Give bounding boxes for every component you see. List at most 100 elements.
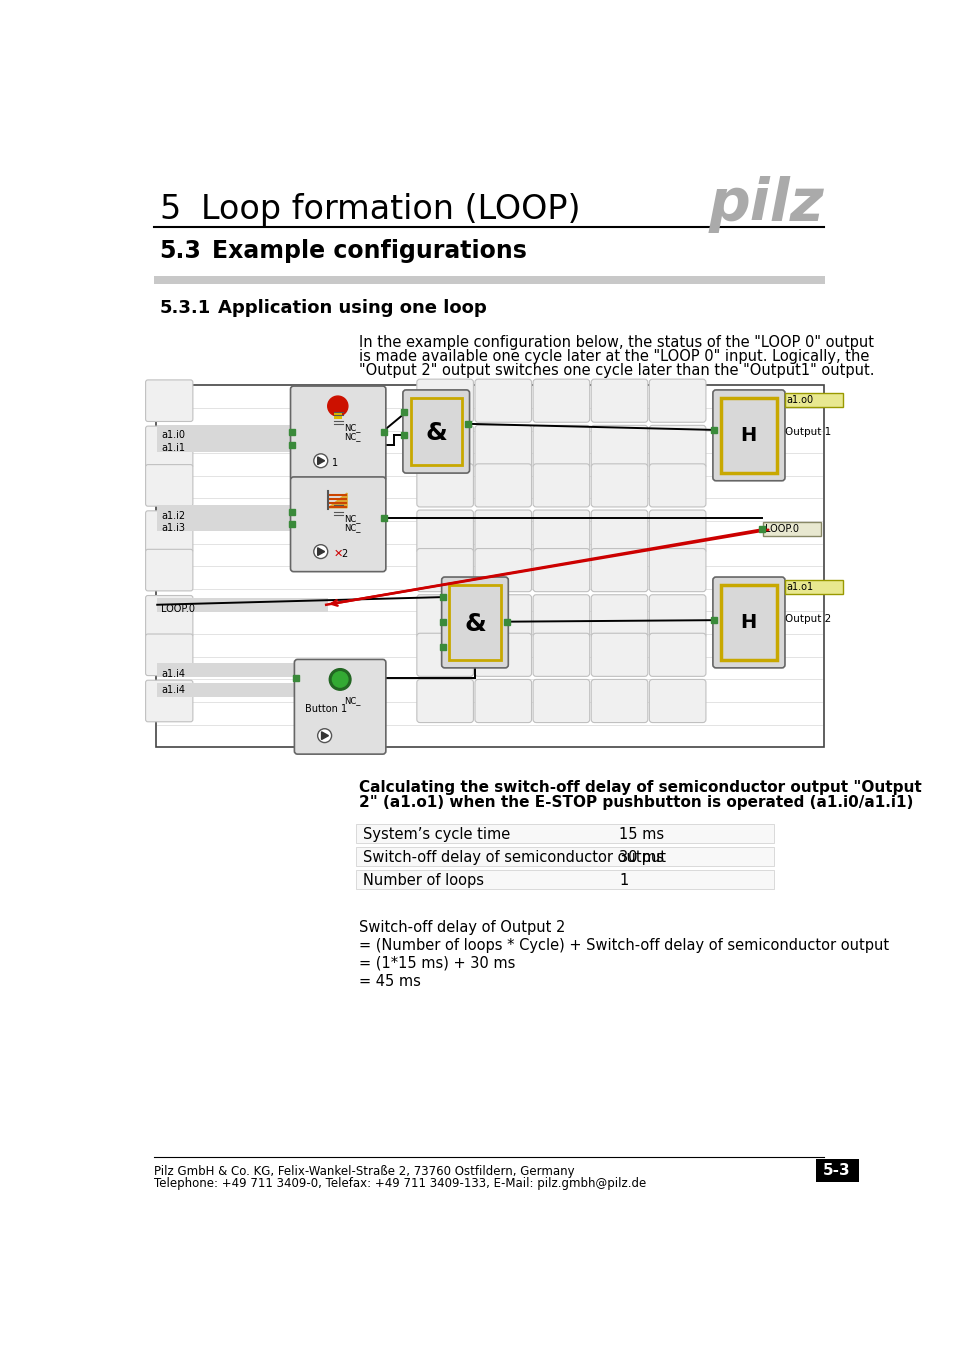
FancyBboxPatch shape <box>649 464 705 508</box>
FancyBboxPatch shape <box>416 633 473 676</box>
Text: a1.i4: a1.i4 <box>161 686 185 695</box>
Bar <box>815 1160 858 1183</box>
Text: Example configurations: Example configurations <box>212 239 527 262</box>
FancyBboxPatch shape <box>591 425 647 468</box>
Text: System’s cycle time: System’s cycle time <box>363 826 510 841</box>
Circle shape <box>329 668 351 690</box>
FancyBboxPatch shape <box>416 379 473 423</box>
Text: Switch-off delay of Output 2: Switch-off delay of Output 2 <box>359 921 565 936</box>
FancyBboxPatch shape <box>712 576 784 668</box>
FancyBboxPatch shape <box>146 549 193 591</box>
Text: Application using one loop: Application using one loop <box>218 300 487 317</box>
Text: 2: 2 <box>340 549 347 559</box>
FancyBboxPatch shape <box>533 464 589 508</box>
Text: H: H <box>740 425 756 446</box>
Bar <box>355 871 773 888</box>
FancyBboxPatch shape <box>591 679 647 722</box>
Text: 30 ms: 30 ms <box>618 849 663 865</box>
Text: Telephone: +49 711 3409-0, Telefax: +49 711 3409-133, E-Mail: pilz.gmbh@pilz.de: Telephone: +49 711 3409-0, Telefax: +49 … <box>154 1177 646 1189</box>
Text: a1.o0: a1.o0 <box>785 396 813 405</box>
Text: pilz: pilz <box>708 176 823 232</box>
Text: NC_: NC_ <box>344 697 360 706</box>
Circle shape <box>332 672 348 687</box>
FancyBboxPatch shape <box>712 390 784 481</box>
Text: a1.o1: a1.o1 <box>785 582 813 593</box>
FancyBboxPatch shape <box>402 390 469 472</box>
Text: a1.i1: a1.i1 <box>161 443 185 454</box>
FancyBboxPatch shape <box>416 679 473 722</box>
Text: LOOP.0: LOOP.0 <box>764 524 798 535</box>
Text: H: H <box>740 613 756 632</box>
Bar <box>157 598 328 612</box>
Text: a1.i2: a1.i2 <box>161 512 185 521</box>
FancyBboxPatch shape <box>475 548 531 591</box>
Text: Output 2: Output 2 <box>784 614 830 624</box>
Text: In the example configuration below, the status of the "LOOP 0" output: In the example configuration below, the … <box>359 335 874 350</box>
Text: NC_: NC_ <box>344 514 360 522</box>
FancyBboxPatch shape <box>591 464 647 508</box>
FancyBboxPatch shape <box>146 634 193 675</box>
Bar <box>784 393 842 406</box>
Bar <box>157 424 328 439</box>
FancyBboxPatch shape <box>649 679 705 722</box>
Polygon shape <box>321 732 328 740</box>
Bar <box>355 848 773 865</box>
Circle shape <box>314 544 328 559</box>
Text: 5.3: 5.3 <box>159 239 201 262</box>
FancyBboxPatch shape <box>146 510 193 552</box>
FancyBboxPatch shape <box>533 595 589 637</box>
FancyBboxPatch shape <box>146 427 193 467</box>
FancyBboxPatch shape <box>291 477 385 571</box>
FancyBboxPatch shape <box>416 425 473 468</box>
Text: &: & <box>425 421 447 446</box>
FancyBboxPatch shape <box>591 548 647 591</box>
Text: = (Number of loops * Cycle) + Switch-off delay of semiconductor output: = (Number of loops * Cycle) + Switch-off… <box>359 938 889 953</box>
Bar <box>155 385 822 747</box>
FancyBboxPatch shape <box>475 464 531 508</box>
Text: 2" (a1.o1) when the E-STOP pushbutton is operated (a1.i0/a1.i1): 2" (a1.o1) when the E-STOP pushbutton is… <box>359 795 913 810</box>
Text: a1.i4: a1.i4 <box>161 670 185 679</box>
Text: ✕: ✕ <box>333 549 342 559</box>
Text: NC_: NC_ <box>344 524 360 532</box>
Text: &: & <box>463 612 485 636</box>
Text: "Output 2" output switches one cycle later than the "Output1" output.: "Output 2" output switches one cycle lat… <box>359 363 874 378</box>
FancyBboxPatch shape <box>475 510 531 554</box>
Bar <box>157 505 328 520</box>
FancyBboxPatch shape <box>475 379 531 423</box>
FancyBboxPatch shape <box>146 595 193 637</box>
FancyBboxPatch shape <box>441 576 508 668</box>
FancyBboxPatch shape <box>475 425 531 468</box>
FancyBboxPatch shape <box>533 425 589 468</box>
FancyBboxPatch shape <box>291 386 385 481</box>
FancyBboxPatch shape <box>475 633 531 676</box>
Text: NC_: NC_ <box>344 432 360 441</box>
FancyBboxPatch shape <box>416 595 473 637</box>
Text: 5-3: 5-3 <box>822 1164 850 1179</box>
Text: = (1*15 ms) + 30 ms: = (1*15 ms) + 30 ms <box>359 956 516 971</box>
FancyBboxPatch shape <box>649 379 705 423</box>
Text: 5: 5 <box>159 193 181 227</box>
FancyBboxPatch shape <box>294 659 385 755</box>
FancyBboxPatch shape <box>146 464 193 506</box>
FancyBboxPatch shape <box>416 548 473 591</box>
Text: Number of loops: Number of loops <box>363 873 484 888</box>
Circle shape <box>314 454 328 467</box>
Bar <box>355 825 773 842</box>
Bar <box>720 585 777 660</box>
Text: 5.3.1: 5.3.1 <box>159 300 211 317</box>
Bar <box>157 683 329 697</box>
Text: LOOP.0: LOOP.0 <box>161 603 195 614</box>
Text: a1.i3: a1.i3 <box>161 522 185 533</box>
FancyBboxPatch shape <box>591 379 647 423</box>
FancyBboxPatch shape <box>533 379 589 423</box>
Text: = 45 ms: = 45 ms <box>359 973 421 988</box>
Bar <box>720 398 777 472</box>
FancyBboxPatch shape <box>533 548 589 591</box>
Text: Pilz GmbH & Co. KG, Felix-Wankel-Straße 2, 73760 Ostfildern, Germany: Pilz GmbH & Co. KG, Felix-Wankel-Straße … <box>154 1165 574 1177</box>
FancyBboxPatch shape <box>416 464 473 508</box>
FancyBboxPatch shape <box>649 595 705 637</box>
Polygon shape <box>317 548 324 555</box>
Polygon shape <box>328 493 347 508</box>
FancyBboxPatch shape <box>533 679 589 722</box>
Bar <box>157 517 328 531</box>
